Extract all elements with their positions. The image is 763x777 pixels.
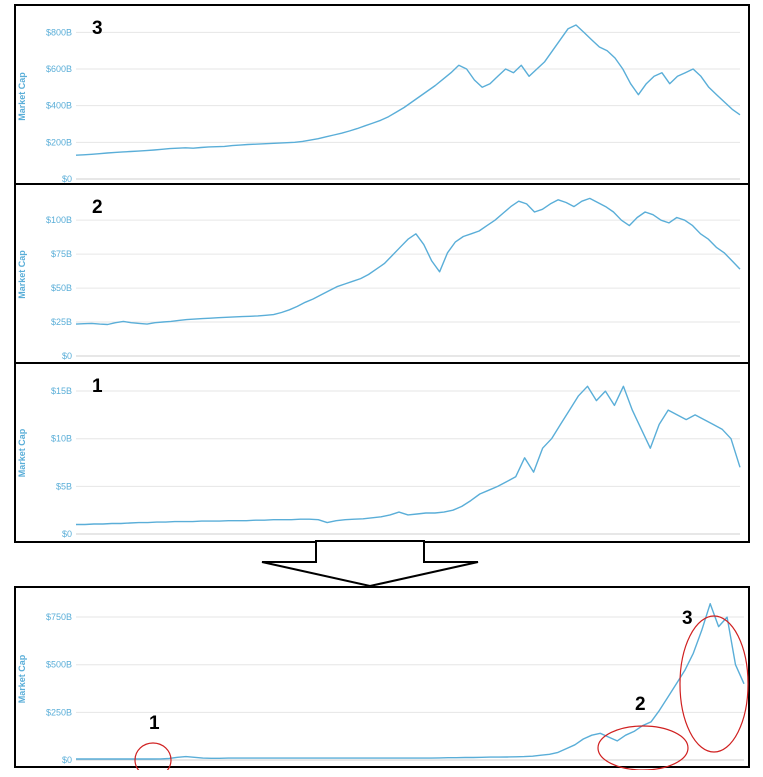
chart-2-ylabel: Market Cap — [17, 428, 27, 477]
chart-panel-1: $0 $5B $10B $15B Market Cap 1 — [14, 362, 750, 543]
annotation-label-2: 2 — [635, 694, 646, 715]
chart-panel-3: $0 $200B $400B $600B $800B Market Cap 3 — [14, 4, 750, 185]
chart-2-tick-label: $10B — [51, 434, 72, 444]
chart-3-tick-label: $750B — [46, 612, 72, 622]
chart-panel-combined: $0 $250B $500B $750B Market Cap 1 2 3 — [14, 586, 750, 770]
chart-3-tick-label: $250B — [46, 707, 72, 717]
chart-0-tick-label: $800B — [46, 27, 72, 37]
annotation-circle-2 — [597, 725, 689, 770]
chart-2-tick-label: $0 — [62, 529, 72, 539]
chart-1-tick-label: $100B — [46, 215, 72, 225]
chart-0-tick-label: $400B — [46, 101, 72, 111]
chart-2-panel-number: 1 — [92, 376, 103, 397]
chart-3-ylabel: Market Cap — [17, 654, 27, 703]
chart-1-tick-label: $25B — [51, 317, 72, 327]
annotation-circle-1 — [134, 742, 172, 770]
chart-0-panel-number: 3 — [92, 18, 103, 39]
chart-panel-2: $0 $25B $50B $75B $100B Market Cap 2 — [14, 183, 750, 364]
chart-2-tick-label: $5B — [56, 481, 72, 491]
chart-3-series-line — [76, 602, 745, 760]
chart-1-svg: $0 $5B $10B $15B Market Cap 1 — [17, 376, 741, 539]
chart-3-svg: $0 $200B $400B $600B $800B Market Cap 3 — [17, 18, 741, 184]
chart-2-svg: $0 $25B $50B $75B $100B Market Cap 2 — [17, 197, 741, 361]
chart-1-series-line — [75, 197, 741, 326]
chart-1-tick-label: $50B — [51, 283, 72, 293]
chart-combined-svg: $0 $250B $500B $750B Market Cap 1 2 3 — [17, 602, 749, 770]
chart-1-panel-number: 2 — [92, 197, 103, 218]
chart-2-series-line — [76, 385, 741, 526]
annotation-label-3: 3 — [682, 608, 693, 629]
chart-0-tick-label: $0 — [62, 174, 72, 184]
chart-0-ylabel: Market Cap — [17, 72, 27, 121]
chart-0-tick-label: $600B — [46, 64, 72, 74]
chart-0-series-line — [75, 24, 741, 156]
chart-1-tick-label: $0 — [62, 351, 72, 361]
chart-1-tick-label: $75B — [51, 249, 72, 259]
chart-2-tick-label: $15B — [51, 386, 72, 396]
chart-3-tick-label: $500B — [46, 660, 72, 670]
annotation-label-1: 1 — [149, 713, 160, 734]
chart-0-tick-label: $200B — [46, 137, 72, 147]
annotation-circle-3 — [679, 615, 749, 753]
chart-3-tick-label: $0 — [62, 755, 72, 765]
chart-1-ylabel: Market Cap — [17, 250, 27, 299]
